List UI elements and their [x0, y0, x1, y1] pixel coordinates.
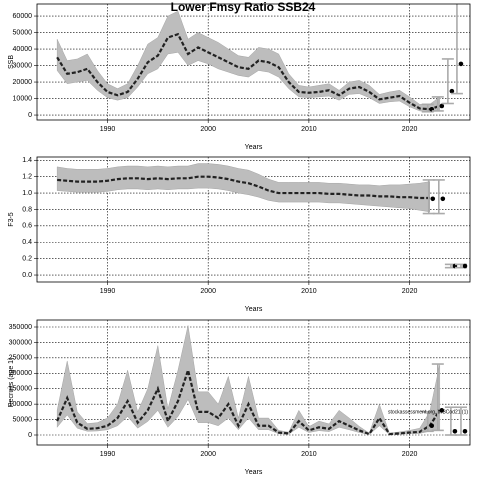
y-tick-label: 200000	[9, 370, 32, 377]
y-tick-label: 100000	[9, 401, 32, 408]
point	[452, 428, 458, 434]
y-tick-label: 1.0	[22, 190, 32, 197]
x-tick-label: 2010	[301, 126, 317, 133]
y-tick-label: 20000	[13, 79, 33, 86]
x-axis-label: Years	[245, 144, 263, 151]
x-tick-label: 2020	[402, 451, 418, 458]
x-axis-label: Years	[245, 469, 263, 476]
y-tick-label: 1.4	[22, 157, 32, 164]
confidence-band	[56, 163, 430, 213]
x-tick-label: 2020	[402, 126, 418, 133]
x-tick-label: 2000	[200, 451, 216, 458]
x-axis-label: Years	[245, 306, 263, 313]
plot-area	[37, 320, 470, 445]
y-tick-label: 40000	[13, 46, 33, 53]
plot-frame	[36, 3, 471, 121]
y-tick-label: 300000	[9, 339, 32, 346]
y-tick-label: 0	[28, 112, 32, 119]
y-tick-label: 60000	[13, 13, 33, 20]
y-tick-label: 10000	[13, 95, 33, 102]
y-tick-label: 30000	[13, 62, 33, 69]
plot-frame	[36, 156, 471, 283]
estimate-line	[56, 32, 441, 111]
x-tick-label: 2010	[301, 451, 317, 458]
y-axis-label: SSB	[8, 55, 15, 69]
point	[462, 263, 468, 269]
point	[439, 103, 445, 109]
estimate-line	[57, 175, 430, 200]
point	[449, 88, 455, 94]
point	[440, 196, 446, 202]
plot-frame	[36, 319, 471, 446]
y-tick-label: 150000	[9, 386, 32, 393]
y-tick-label: 350000	[9, 324, 32, 331]
y-tick-label: 0.2	[22, 255, 32, 262]
x-tick-label: 1990	[100, 288, 116, 295]
plot-area	[37, 157, 470, 282]
point	[430, 196, 436, 202]
y-axis-label: F3-5	[8, 212, 15, 227]
chart-title: Lower Fmsy Ratio SSB24	[171, 0, 316, 14]
x-tick-label: 1990	[100, 451, 116, 458]
x-tick-label: 2020	[402, 288, 418, 295]
y-tick-label: 0.0	[22, 272, 32, 279]
x-tick-label: 2010	[301, 288, 317, 295]
y-tick-label: 250000	[9, 355, 32, 362]
point	[462, 428, 468, 434]
estimate-line	[56, 366, 441, 436]
y-tick-label: 0.6	[22, 223, 32, 230]
y-tick-label: 50000	[13, 29, 33, 36]
annotation: stockassessment.org, WBCod21 (1)	[388, 409, 468, 415]
y-tick-label: 50000	[13, 416, 33, 423]
y-tick-label: 1.2	[22, 174, 32, 181]
point	[458, 61, 464, 67]
x-tick-label: 2000	[200, 288, 216, 295]
x-tick-label: 2000	[200, 126, 216, 133]
confidence-band	[56, 10, 440, 112]
plot-area	[37, 4, 470, 120]
y-axis-label: Recruits (age 1)	[8, 358, 15, 408]
y-tick-label: 0	[28, 432, 32, 439]
point	[439, 408, 445, 413]
confidence-band	[56, 325, 440, 435]
x-tick-label: 1990	[100, 126, 116, 133]
point	[429, 423, 435, 429]
y-tick-label: 0.8	[22, 206, 32, 213]
y-tick-label: 0.4	[22, 239, 32, 246]
